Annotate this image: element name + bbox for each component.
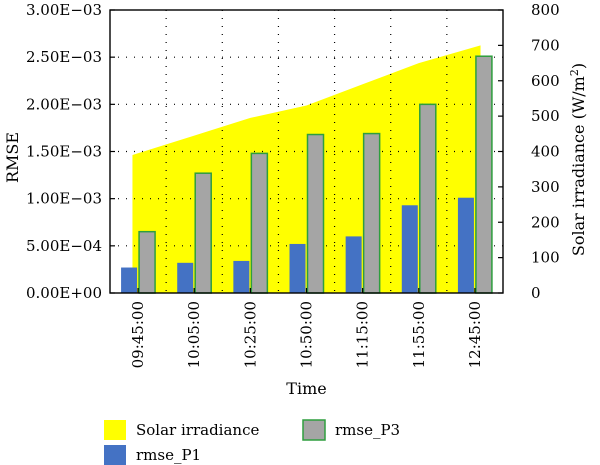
y2-tick-label: 700 [531,36,560,54]
y2-tick-label: 300 [531,178,560,196]
y2-tick-label: 500 [531,107,560,125]
bar-rmse-p3 [306,133,325,294]
y2-tick-label: 200 [531,213,560,231]
legend-swatch [104,445,126,465]
bar-layer [121,55,493,294]
y-tick-label: 0.00E+00 [26,284,102,302]
bar-rmse-p3 [362,132,381,294]
y2-axis-title: Solar irradiance (W/m2) [568,63,589,256]
solar-irradiance-area [132,45,481,293]
axis-layer [109,9,504,294]
legend-swatch [302,419,326,441]
x-tick-label: 09:45:00 [129,301,147,368]
y2-tick-label: 100 [531,249,560,267]
bar-rmse-p1 [289,243,306,293]
bar-rmse-p1 [345,236,362,293]
area-layer [132,45,481,293]
bar-rmse-p3 [138,230,156,294]
y-tick-label: 5.00E−04 [26,237,102,255]
bar-rmse-p1 [233,260,250,293]
x-tick-label: 10:25:00 [241,301,259,368]
x-tick-label: 11:15:00 [354,301,372,368]
legend-label: Solar irradiance [136,421,259,439]
x-tick-label: 10:50:00 [298,301,316,368]
bar-rmse-p3 [419,103,437,294]
y2-tick-label: 400 [531,143,560,161]
bar-rmse-p3 [475,55,493,294]
y-axis-title: RMSE [3,132,22,183]
bar-rmse-p1 [457,197,474,293]
x-tick-label: 11:55:00 [410,301,428,368]
y-tick-label: 1.00E−03 [26,190,102,208]
y-tick-label: 1.50E−03 [26,143,102,161]
y-tick-label: 2.00E−03 [26,95,102,113]
bar-rmse-p1 [177,262,194,293]
x-tick-label: 12:45:00 [466,301,484,368]
x-axis-title: Time [286,379,326,398]
bar-rmse-p3 [194,172,212,294]
y2-tick-label: 0 [531,284,541,302]
y-tick-label: 3.00E−03 [26,1,102,19]
legend-label: rmse_P1 [136,446,201,464]
y2-tick-label: 800 [531,1,560,19]
legend-layer: Solar irradiance rmse_P3 rmse_P1 [104,419,400,465]
legend-label: rmse_P3 [335,421,400,439]
legend-swatch [104,420,126,440]
bar-rmse-p1 [121,267,138,293]
x-tick-label: 10:05:00 [185,301,203,368]
y2-tick-label: 600 [531,72,560,90]
bar-rmse-p1 [401,205,418,293]
bar-rmse-p3 [250,152,269,294]
label-layer: 0.00E+00 5.00E−04 1.00E−03 1.50E−03 2.00E−03… [3,1,588,398]
y-tick-label: 2.50E−03 [26,48,102,66]
